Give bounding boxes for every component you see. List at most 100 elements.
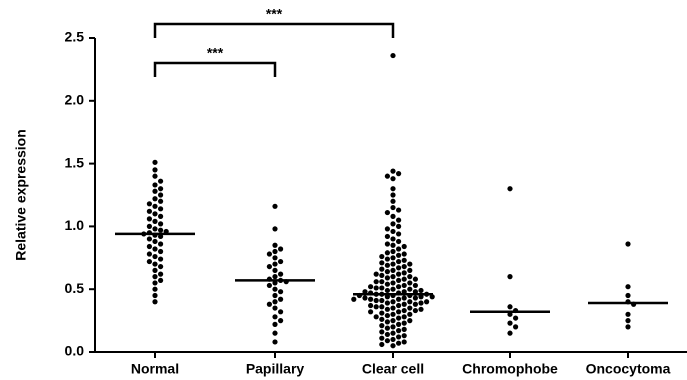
data-point — [158, 213, 164, 219]
data-point — [412, 276, 418, 282]
significance-bracket — [153, 22, 395, 38]
data-point — [412, 295, 418, 301]
data-point — [379, 335, 385, 341]
data-point — [396, 246, 402, 252]
data-point — [379, 304, 385, 310]
data-point — [272, 274, 278, 280]
data-point — [396, 296, 402, 302]
data-point — [272, 321, 278, 327]
data-point — [396, 207, 402, 213]
data-point — [146, 201, 152, 207]
data-point — [401, 307, 407, 314]
data-point — [384, 226, 390, 232]
data-point — [373, 304, 379, 310]
data-point — [390, 267, 396, 273]
data-point — [401, 263, 407, 270]
data-point — [146, 236, 152, 242]
data-point — [407, 267, 413, 273]
data-point — [152, 286, 158, 292]
data-point — [418, 287, 424, 294]
data-point — [625, 324, 631, 330]
data-point — [390, 192, 396, 198]
data-point — [418, 306, 424, 312]
y-tick-label: 0.0 — [65, 343, 85, 359]
data-point — [401, 339, 407, 345]
data-point — [373, 279, 379, 285]
data-point — [390, 343, 396, 349]
data-point — [390, 336, 396, 343]
data-point — [384, 250, 390, 256]
data-point — [158, 271, 164, 277]
data-point — [384, 233, 390, 240]
data-point — [272, 203, 278, 209]
data-point — [379, 323, 385, 329]
y-tick-label: 2.5 — [65, 29, 85, 45]
data-point — [390, 213, 396, 219]
data-point — [390, 168, 396, 174]
data-point — [146, 223, 152, 229]
data-point — [379, 316, 385, 322]
data-point — [158, 186, 164, 192]
data-point — [373, 314, 379, 320]
data-point — [146, 251, 152, 257]
data-point — [407, 318, 413, 324]
data-point — [384, 325, 390, 331]
x-tick-label: Oncocytoma — [586, 361, 671, 377]
data-point — [272, 330, 278, 336]
data-point — [396, 171, 402, 177]
data-point — [272, 261, 278, 267]
data-point — [362, 295, 368, 301]
data-point — [507, 304, 513, 310]
data-point — [146, 208, 152, 214]
data-point — [158, 198, 164, 204]
data-point — [272, 314, 278, 320]
data-point — [507, 274, 513, 280]
data-point — [373, 297, 379, 304]
data-point — [625, 311, 631, 317]
data-point — [152, 226, 158, 232]
data-point — [384, 338, 390, 344]
data-point — [625, 318, 631, 324]
data-point — [390, 228, 396, 235]
data-point — [513, 315, 519, 321]
x-tick-label: Papillary — [246, 361, 305, 377]
data-point — [152, 274, 158, 280]
data-point — [379, 310, 385, 316]
data-point — [396, 284, 402, 290]
data-point — [152, 253, 158, 260]
data-point — [158, 221, 164, 227]
data-point — [401, 295, 407, 301]
data-point — [384, 275, 390, 281]
data-point — [384, 306, 390, 312]
data-point — [390, 248, 396, 255]
data-point — [272, 226, 278, 232]
data-point — [379, 341, 385, 348]
data-point — [379, 329, 385, 335]
data-point — [390, 176, 396, 182]
data-point — [384, 256, 390, 262]
data-point — [407, 311, 413, 317]
data-point — [401, 276, 407, 282]
data-point — [384, 312, 390, 319]
data-point — [396, 265, 402, 271]
data-point — [158, 178, 164, 184]
data-point — [373, 271, 379, 277]
data-point — [390, 186, 396, 192]
data-point — [152, 188, 158, 194]
data-point — [379, 285, 385, 291]
data-point — [390, 261, 396, 267]
data-point — [266, 251, 272, 257]
data-point — [396, 217, 402, 223]
data-point — [396, 328, 402, 334]
data-point — [146, 243, 152, 250]
data-point — [396, 315, 402, 321]
data-point — [158, 241, 164, 247]
data-point — [390, 286, 396, 292]
data-point — [412, 301, 418, 307]
data-point — [390, 204, 396, 211]
data-point — [152, 203, 158, 209]
data-point — [379, 297, 385, 304]
data-point — [368, 302, 374, 309]
data-point — [507, 330, 513, 336]
significance-label: *** — [266, 6, 283, 22]
